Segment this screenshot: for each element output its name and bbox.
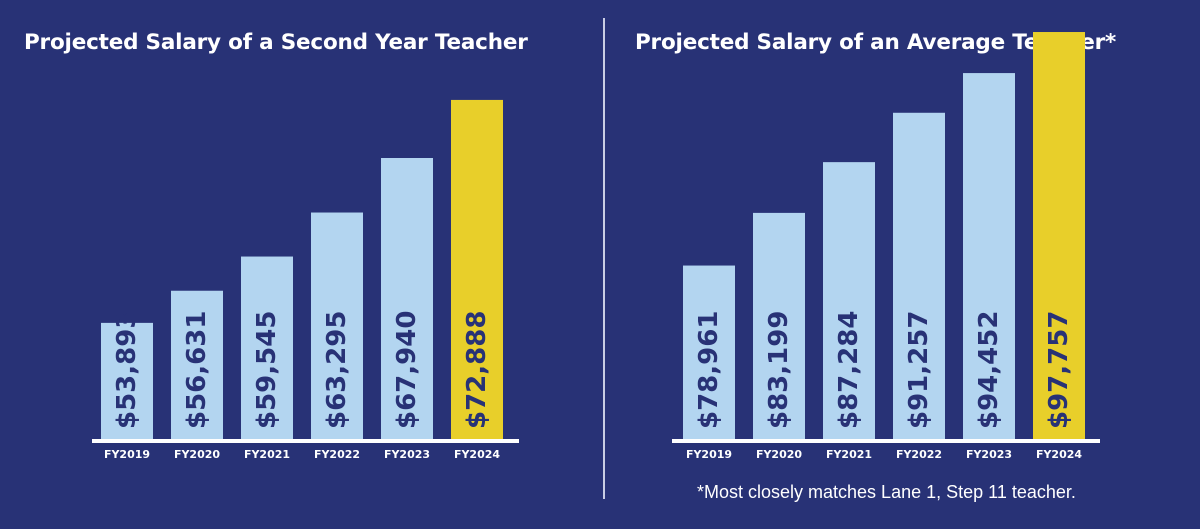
average-bar-fy2023 bbox=[963, 73, 1015, 440]
average-tick-label: FY2019 bbox=[686, 448, 732, 461]
average-data-label: $91,257 bbox=[904, 311, 934, 429]
second-year-data-label: $63,295 bbox=[322, 311, 352, 429]
average-tick-label: FY2021 bbox=[826, 448, 872, 461]
second-year-data-label: $67,940 bbox=[392, 311, 422, 429]
average-bar-fy2024 bbox=[1033, 32, 1085, 439]
second-year-tick-label: FY2020 bbox=[174, 448, 220, 461]
second-year-tick-label: FY2022 bbox=[314, 448, 360, 461]
average-tick-label: FY2023 bbox=[966, 448, 1012, 461]
second-year-bar-fy2023 bbox=[381, 157, 433, 440]
second-year-tick-label: FY2021 bbox=[244, 448, 290, 461]
second-year-tick-label: FY2023 bbox=[384, 448, 430, 461]
second-year-data-label: $56,631 bbox=[182, 311, 212, 429]
average-bar-fy2019 bbox=[683, 265, 735, 439]
second-year-bar-fy2021 bbox=[241, 256, 293, 439]
average-tick-label: FY2024 bbox=[1036, 448, 1082, 461]
average-tick-label: FY2022 bbox=[896, 448, 942, 461]
average-data-label: $83,199 bbox=[764, 311, 794, 429]
average-tick-label: FY2020 bbox=[756, 448, 802, 461]
second-year-bar-fy2019 bbox=[101, 322, 153, 439]
average-data-label: $78,961 bbox=[694, 311, 724, 429]
average-bar-fy2022 bbox=[893, 112, 945, 439]
second-year-tick-label: FY2024 bbox=[454, 448, 500, 461]
average-data-label: $97,757 bbox=[1044, 311, 1074, 429]
average-data-label: $94,452 bbox=[974, 311, 1004, 429]
second-year-data-label: $72,888 bbox=[462, 311, 492, 429]
second-year-bar-fy2024 bbox=[451, 99, 503, 440]
chart-title-second-year: Projected Salary of a Second Year Teache… bbox=[24, 30, 528, 55]
second-year-bar-fy2020 bbox=[171, 290, 223, 439]
average-bar-fy2021 bbox=[823, 162, 875, 439]
average-data-label: $87,284 bbox=[834, 311, 864, 429]
second-year-data-label: $53,893 bbox=[112, 311, 142, 429]
second-year-data-label: $59,545 bbox=[252, 311, 282, 429]
second-year-bar-fy2022 bbox=[311, 212, 363, 439]
average-bar-fy2020 bbox=[753, 212, 805, 439]
footnote: *Most closely matches Lane 1, Step 11 te… bbox=[697, 482, 1076, 502]
second-year-tick-label: FY2019 bbox=[104, 448, 150, 461]
panel-divider bbox=[603, 18, 605, 499]
